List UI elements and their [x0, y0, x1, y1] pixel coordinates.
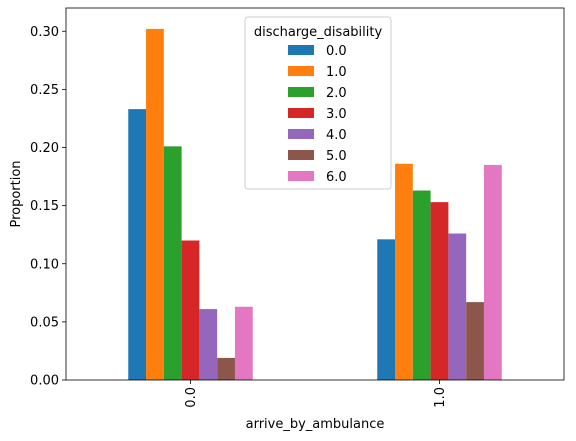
- legend-label-1.0: 1.0: [326, 65, 347, 80]
- bar-series-4.0-cat-1.0: [448, 233, 467, 380]
- legend-swatch-3.0: [288, 108, 314, 118]
- y-tick-label: 0.10: [30, 257, 59, 272]
- y-axis-label: Proportion: [9, 160, 24, 227]
- bar-series-0.0-cat-1.0: [377, 239, 396, 380]
- legend: discharge_disability 0.0 1.0 2.0 3.0 4.0 5.0 6…: [244, 16, 392, 190]
- legend-label-5.0: 5.0: [326, 149, 347, 164]
- legend-label-0.0: 0.0: [326, 44, 347, 59]
- y-tick-label: 0.30: [30, 25, 59, 40]
- legend-swatch-2.0: [288, 87, 314, 97]
- bar-series-2.0-cat-0.0: [163, 146, 182, 380]
- bars-group: [128, 28, 502, 381]
- legend-box: [244, 16, 392, 190]
- bar-series-1.0-cat-0.0: [146, 28, 164, 381]
- bar-series-2.0-cat-1.0: [412, 190, 431, 380]
- bar-series-6.0-cat-0.0: [234, 306, 253, 380]
- bar-series-5.0-cat-0.0: [217, 357, 235, 380]
- x-axis-label: arrive_by_ambulance: [246, 417, 385, 432]
- x-tick-label: 1.0: [433, 387, 448, 408]
- bar-series-3.0-cat-0.0: [181, 240, 200, 380]
- legend-items: 0.0 1.0 2.0 3.0 4.0 5.0 6.0: [288, 44, 347, 185]
- x-tick-label: 0.0: [184, 387, 199, 408]
- legend-swatch-0.0: [288, 45, 314, 55]
- legend-swatch-5.0: [288, 150, 314, 160]
- y-tick-label: 0.15: [30, 199, 59, 214]
- legend-title: discharge_disability: [254, 25, 383, 40]
- legend-label-3.0: 3.0: [326, 107, 347, 122]
- y-tick-label: 0.20: [30, 141, 59, 156]
- legend-label-6.0: 6.0: [326, 170, 347, 185]
- legend-label-4.0: 4.0: [326, 128, 347, 143]
- x-axis: 0.0 1.0: [184, 380, 448, 408]
- legend-swatch-1.0: [288, 66, 314, 76]
- legend-swatch-4.0: [288, 129, 314, 139]
- bar-series-0.0-cat-0.0: [128, 109, 147, 380]
- bar-series-3.0-cat-1.0: [430, 202, 449, 380]
- legend-label-2.0: 2.0: [326, 86, 347, 101]
- legend-swatch-6.0: [288, 171, 314, 181]
- bar-series-6.0-cat-1.0: [483, 164, 502, 380]
- plot-frame: [65, 7, 565, 381]
- bar-series-1.0-cat-1.0: [395, 163, 413, 380]
- y-axis: 0.00 0.05 0.10 0.15 0.20 0.25 0.30: [30, 25, 66, 389]
- y-tick-label: 0.25: [30, 83, 59, 98]
- y-tick-label: 0.05: [30, 315, 59, 330]
- bar-series-5.0-cat-1.0: [466, 302, 484, 380]
- y-tick-label: 0.00: [30, 374, 59, 389]
- bar-series-4.0-cat-0.0: [199, 309, 218, 380]
